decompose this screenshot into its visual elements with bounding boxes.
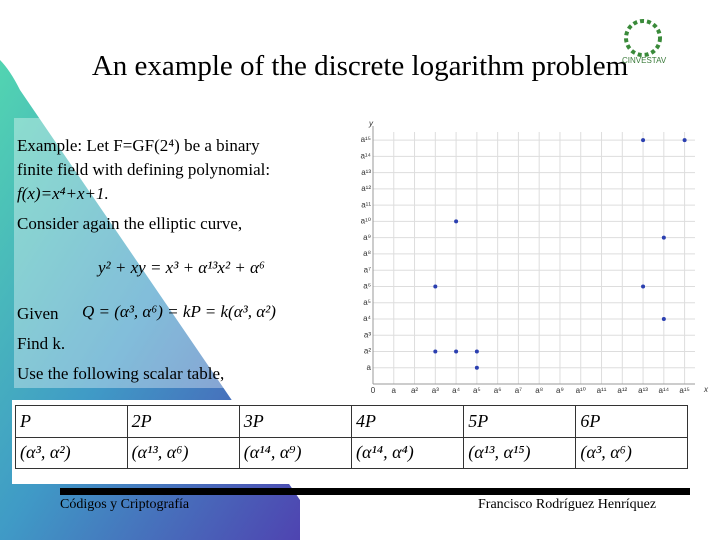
footer-left: Códigos y Criptografía [60, 497, 190, 512]
slide-title: An example of the discrete logarithm pro… [91, 50, 629, 82]
logo-text: CINVESTAV [622, 56, 667, 65]
x-tick-label: a³ [432, 386, 439, 395]
y-tick-label: a [367, 363, 372, 372]
table-cell: (α³, α⁶) [575, 436, 688, 469]
y-tick-label: a⁵ [363, 298, 371, 307]
point [433, 349, 438, 354]
y-tick-label: a¹⁴ [360, 151, 371, 160]
point [661, 316, 666, 321]
x-axis-label: x [703, 385, 709, 394]
x-tick-label: a⁴ [452, 386, 460, 395]
x-tick-label: a¹² [617, 386, 627, 395]
x-tick-label: a² [411, 386, 418, 395]
body-line: Consider again the elliptic curve, [17, 214, 243, 233]
table-header: 2P [126, 405, 240, 438]
body-line: Given [17, 304, 59, 323]
x-tick-label: a¹⁴ [659, 386, 670, 395]
table-cell: (α¹³, α¹⁵) [463, 436, 577, 469]
body-line: Find k. [17, 334, 66, 353]
table-header: 3P [238, 405, 352, 438]
x-tick-label: a¹³ [638, 386, 648, 395]
table-header: 6P [575, 405, 688, 438]
table-cell: (α³, α²) [15, 436, 128, 469]
y-tick-label: a⁸ [363, 249, 371, 258]
x-tick-label: a⁷ [515, 386, 522, 395]
body-line: f(x)=x⁴+x+1. [17, 184, 109, 203]
y-tick-label: a⁷ [364, 265, 371, 274]
table-cell: (α¹⁴, α⁹) [238, 436, 352, 469]
point [454, 219, 459, 224]
x-tick-label: a⁹ [556, 386, 564, 395]
table-header: 4P [350, 405, 465, 438]
footer-right: Francisco Rodríguez Henríquez [478, 497, 657, 512]
point [433, 284, 438, 289]
point [682, 138, 687, 143]
table-cell: (α¹⁴, α⁴) [350, 436, 465, 469]
equation: y² + xy = x³ + α¹³x² + α⁶ [98, 258, 265, 277]
y-tick-label: a⁴ [363, 314, 371, 323]
y-tick-label: a¹¹ [361, 200, 371, 209]
table-header: 5P [463, 405, 577, 438]
x-tick-label: a⁵ [473, 386, 481, 395]
point [641, 284, 646, 289]
y-tick-label: a¹³ [361, 168, 371, 177]
y-tick-label: a² [364, 347, 371, 356]
header-row: P 2P 3P 4P 5P 6P [15, 405, 688, 438]
x-tick-label: 0 [371, 386, 376, 395]
x-tick-label: a [392, 386, 397, 395]
table-cell: (α¹³, α⁶) [126, 436, 240, 469]
point [474, 365, 479, 370]
equation: Q = (α³, α⁶) = kP = k(α³, α²) [82, 302, 276, 321]
point [661, 235, 666, 240]
footer-bar [60, 488, 690, 495]
scalar-table: P 2P 3P 4P 5P 6P (α³, α²) (α¹³, α⁶) (α¹⁴, α⁹) (α… [15, 405, 688, 469]
y-tick-label: a¹⁰ [361, 217, 371, 226]
y-tick-label: a⁹ [363, 233, 371, 242]
body-line: Use the following scalar table, [17, 364, 225, 383]
point [641, 138, 646, 143]
x-tick-label: a⁸ [535, 386, 543, 395]
x-tick-label: a¹⁵ [679, 386, 689, 395]
point [454, 349, 459, 354]
y-axis-label: y [368, 119, 374, 128]
y-tick-label: a⁶ [363, 282, 371, 291]
y-tick-label: a¹⁵ [361, 135, 371, 144]
point [474, 349, 479, 354]
y-tick-label: a³ [364, 330, 371, 339]
y-tick-label: a¹² [361, 184, 371, 193]
data-row: (α³, α²) (α¹³, α⁶) (α¹⁴, α⁹) (α¹⁴, α⁴) (α¹³,… [15, 436, 688, 469]
table-header: P [15, 405, 128, 438]
x-tick-label: a⁶ [494, 386, 502, 395]
body-line: Example: Let F=GF(2⁴) be a binary [17, 136, 260, 155]
body-line: finite field with defining polynomial: [17, 160, 271, 179]
x-tick-label: a¹¹ [597, 386, 607, 395]
x-tick-label: a¹⁰ [576, 386, 586, 395]
